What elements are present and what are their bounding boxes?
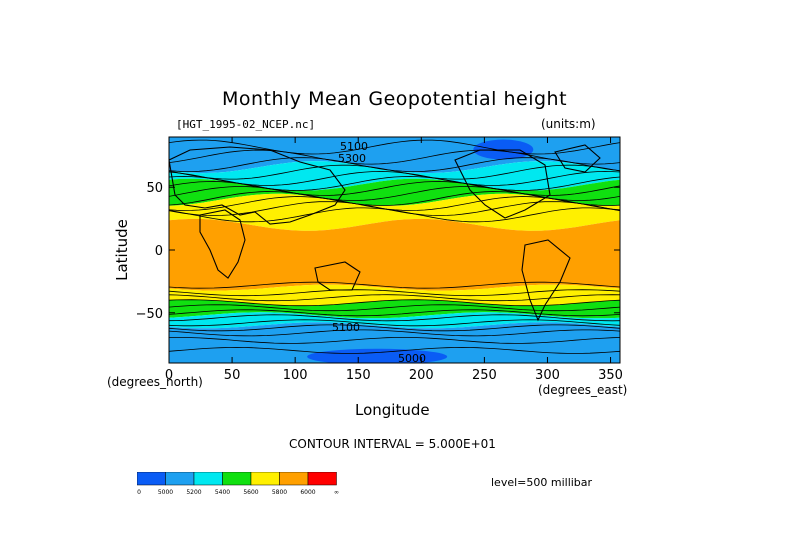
contour-interval: CONTOUR INTERVAL = 5.000E+01 bbox=[289, 437, 496, 451]
colorbar-swatch bbox=[165, 472, 195, 486]
contour-line bbox=[169, 319, 620, 327]
height-band bbox=[169, 299, 620, 319]
axis-ticks: 0 50 100 150 200 250 300 350 50 0 −50 bbox=[136, 137, 623, 383]
x-tick-label: 0 bbox=[165, 368, 173, 383]
contour-line bbox=[169, 207, 620, 223]
x-tick-label: 100 bbox=[283, 368, 308, 383]
colorbar-swatch bbox=[307, 472, 337, 486]
colorbar-swatch bbox=[222, 472, 252, 486]
y-tick-label: 50 bbox=[146, 181, 163, 196]
contour-line bbox=[169, 164, 620, 180]
colorbar: 0 5000 5200 5400 5600 5800 6000 ∞ bbox=[137, 472, 339, 496]
contour-label: 5300 bbox=[338, 152, 366, 165]
contour-line bbox=[169, 324, 620, 332]
x-tick-label: 150 bbox=[346, 368, 371, 383]
level-label: level=500 millibar bbox=[491, 476, 593, 489]
height-band bbox=[169, 161, 620, 191]
x-tick-label: 200 bbox=[409, 368, 434, 383]
colorbar-level-label: 5000 bbox=[158, 489, 173, 496]
contour-line bbox=[169, 299, 620, 307]
colorbar-level-label: 6000 bbox=[300, 489, 315, 496]
x-tick-label: 350 bbox=[598, 368, 623, 383]
contour-label: 5100 bbox=[340, 140, 368, 153]
contour-lines bbox=[169, 139, 620, 354]
contour-line bbox=[169, 346, 620, 354]
colorbar-swatch bbox=[279, 472, 309, 486]
x-tick-label: 300 bbox=[535, 368, 560, 383]
contour-line bbox=[169, 337, 620, 344]
y-tick-label: −50 bbox=[136, 307, 163, 322]
height-band bbox=[169, 193, 620, 231]
contour-label: 5100 bbox=[332, 321, 360, 334]
contour-line bbox=[169, 304, 620, 312]
continent-outline bbox=[169, 146, 346, 225]
height-band bbox=[169, 218, 620, 291]
colorbar-swatch bbox=[193, 472, 223, 486]
contour-line bbox=[169, 329, 620, 337]
contour-line bbox=[169, 139, 620, 155]
contour-line bbox=[169, 314, 620, 322]
colorbar-swatch bbox=[137, 472, 166, 486]
contour-line bbox=[169, 294, 620, 302]
height-band bbox=[169, 178, 620, 206]
colorbar-level-label: 0 bbox=[137, 489, 141, 496]
contour-line bbox=[169, 181, 620, 196]
colorbar-level-label: 5200 bbox=[186, 489, 201, 496]
colorbar-level-label: 5800 bbox=[272, 489, 287, 496]
colorbar-level-label: ∞ bbox=[334, 489, 339, 496]
x-axis-label: Longitude bbox=[355, 401, 430, 419]
height-band bbox=[169, 322, 620, 363]
contour-line bbox=[169, 309, 620, 317]
contour-label: 5000 bbox=[398, 352, 426, 365]
polar-low-south bbox=[307, 348, 448, 363]
x-tick-label: 50 bbox=[224, 368, 241, 383]
colorbar-level-label: 5400 bbox=[215, 489, 230, 496]
contour-line bbox=[169, 281, 620, 289]
colorbar-swatch bbox=[250, 472, 280, 486]
x-axis-units: (degrees_east) bbox=[538, 383, 628, 397]
y-axis-units: (degrees_north) bbox=[107, 375, 203, 389]
contour-line bbox=[169, 289, 620, 297]
colorbar-level-label: 5600 bbox=[243, 489, 258, 496]
dataset-label: [HGT_1995-02_NCEP.nc] bbox=[176, 118, 316, 131]
units-label: (units:m) bbox=[541, 117, 596, 131]
x-tick-label: 250 bbox=[472, 368, 497, 383]
chart-title: Monthly Mean Geopotential height bbox=[221, 88, 568, 110]
contour-line bbox=[169, 196, 620, 211]
y-tick-label: 0 bbox=[155, 244, 163, 259]
y-axis-label: Latitude bbox=[113, 219, 131, 281]
